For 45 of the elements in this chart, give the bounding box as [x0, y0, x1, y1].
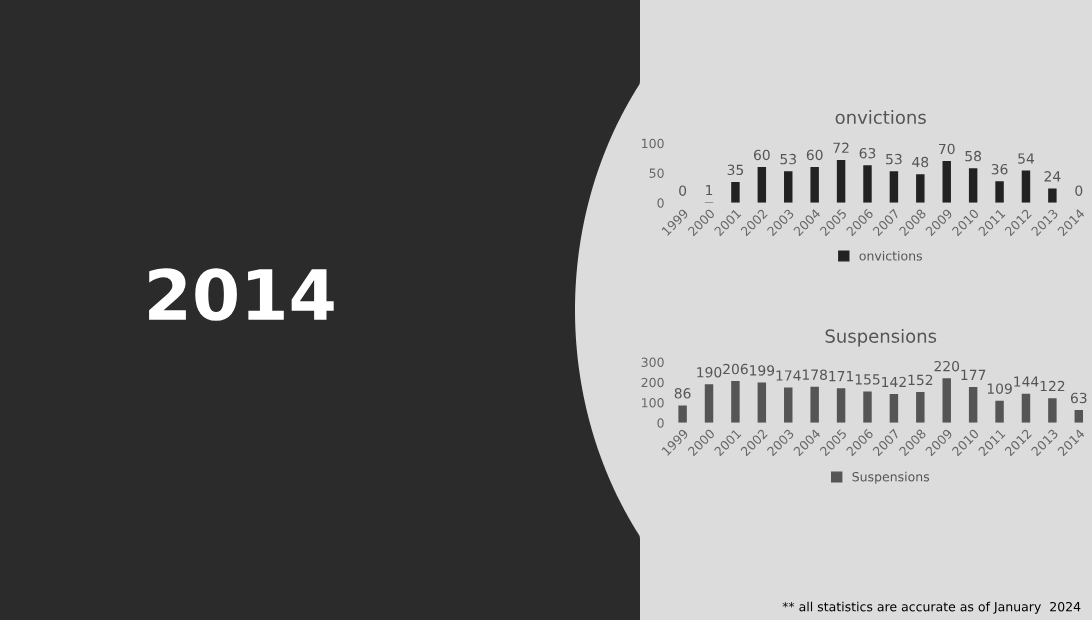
data-label: 86 [674, 388, 691, 399]
data-label: 220 [934, 360, 960, 372]
data-label: 63 [1070, 392, 1087, 404]
legend-label: Suspensions [852, 471, 930, 484]
y-tick-label: 100 [642, 398, 664, 408]
data-label: 190 [697, 367, 722, 378]
data-label: 142 [882, 376, 906, 388]
data-label: 178 [802, 369, 827, 380]
data-label: 174 [776, 370, 801, 381]
data-label: 152 [908, 374, 933, 386]
data-label: 0 [679, 185, 687, 196]
data-label: 171 [829, 371, 854, 382]
legend-label: onvictions [859, 250, 922, 261]
data-label: 155 [855, 374, 880, 385]
data-label: 70 [939, 143, 955, 155]
data-label: 53 [886, 153, 902, 165]
data-label: 206 [723, 363, 748, 375]
y-tick-label: 100 [642, 138, 664, 149]
y-tick-label: 0 [657, 418, 664, 428]
data-label: 60 [753, 149, 770, 161]
y-tick-label: 300 [641, 357, 664, 368]
data-label: 60 [806, 149, 823, 161]
y-tick-label: 0 [657, 198, 664, 208]
chart-title: Suspensions [825, 328, 937, 347]
data-label: 177 [961, 369, 986, 380]
data-label: 24 [1044, 171, 1061, 182]
y-tick-label: 50 [649, 168, 664, 178]
data-label: 35 [727, 164, 744, 176]
data-label: 48 [912, 156, 929, 168]
data-label: 53 [780, 153, 796, 165]
data-label: 144 [1014, 376, 1039, 387]
data-label: 72 [833, 142, 849, 153]
data-label: 54 [1018, 153, 1035, 164]
data-label: 58 [965, 150, 982, 162]
data-label: 63 [859, 147, 876, 159]
data-label: 36 [991, 163, 1008, 175]
data-label: 109 [987, 383, 1012, 394]
text: 2014 [149, 268, 334, 321]
text: ** all statistics are accurate as of January 2024 [782, 601, 1081, 614]
data-label: 199 [750, 365, 775, 376]
data-label: 0 [1075, 185, 1083, 196]
y-tick-label: 200 [641, 377, 664, 388]
data-label: 122 [1040, 380, 1065, 392]
chart-title: onvictions [835, 110, 926, 125]
data-label: 1 [706, 184, 713, 196]
